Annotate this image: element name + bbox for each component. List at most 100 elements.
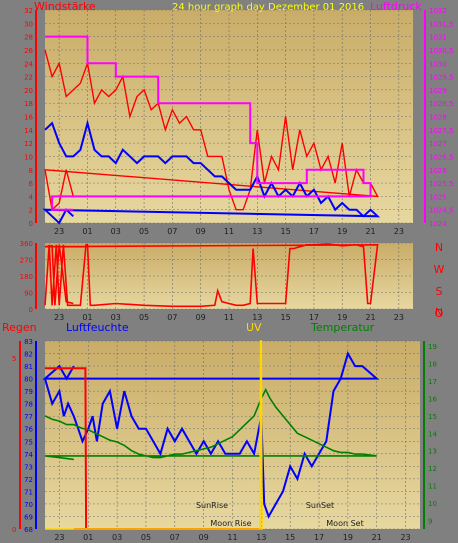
y-tick-label-humidity: 81: [24, 363, 33, 371]
y-tick-label-direction: 270: [20, 257, 33, 265]
y-tick-label-humidity: 79: [24, 388, 33, 396]
x-tick-label: 15: [281, 313, 291, 322]
rain-label: Regen: [2, 321, 37, 334]
sun-moon-annotation: Moon Rise: [210, 519, 251, 528]
y-tick-label-wind: 14: [24, 127, 33, 135]
series-wind-direction-line: [44, 243, 379, 308]
y-tick-label-humidity: 77: [24, 413, 33, 421]
compass-letter: S: [436, 285, 443, 298]
y-tick-label-temperature: 9: [428, 517, 432, 525]
series-pressure-line: [45, 35, 372, 211]
series-humidity-line: [42, 350, 380, 519]
y-tick-label-wind: 26: [24, 47, 33, 55]
y-tick-label-temperature: 10: [428, 500, 437, 508]
y-tick-label-wind: 20: [24, 87, 33, 95]
x-tick-label: 01: [82, 313, 92, 322]
y-tick-label-pressure: 1030,5: [429, 47, 454, 55]
y-tick-label-humidity: 71: [24, 488, 33, 496]
series-temperature-line: [44, 387, 377, 461]
x-tick-label: 13: [256, 533, 266, 542]
y-tick-label-wind: 30: [24, 20, 33, 28]
x-tick-label: 03: [111, 227, 121, 236]
y-tick-label-pressure: 1024,5: [429, 207, 454, 215]
y-tick-label-pressure: 1027,5: [429, 127, 454, 135]
x-tick-label: 21: [365, 227, 375, 236]
compass-letter: N: [435, 241, 443, 254]
x-tick-label: 01: [82, 227, 92, 236]
uv-label: UV: [246, 321, 262, 334]
y-tick-label-temperature: 17: [428, 378, 437, 386]
x-tick-label: 19: [337, 227, 347, 236]
x-tick-label: 01: [83, 533, 93, 542]
x-tick-label: 07: [170, 533, 180, 542]
y-tick-label-wind: 24: [24, 60, 33, 68]
y-tick-label-temperature: 12: [428, 465, 437, 473]
y-tick-label-wind: 0: [29, 220, 33, 228]
x-tick-label: 05: [139, 313, 149, 322]
x-tick-label: 17: [314, 533, 324, 542]
x-tick-label: 21: [365, 313, 375, 322]
y-tick-label-rain: 5: [12, 355, 16, 363]
header-pressure-label: Luftdruck: [370, 0, 422, 13]
x-tick-label: 19: [343, 533, 353, 542]
y-tick-label-temperature: 13: [428, 448, 437, 456]
series-uv-line: [45, 340, 263, 530]
y-tick-label-humidity: 82: [24, 351, 33, 359]
x-tick-label: 23: [394, 313, 404, 322]
sun-moon-annotation: SunSet: [306, 501, 334, 510]
header-title: 24 hour graph day Dezember 01 2016: [172, 2, 364, 13]
y-tick-label-pressure: 1029: [429, 87, 447, 95]
y-tick-label-pressure: 1028,5: [429, 100, 454, 108]
x-tick-label: 13: [252, 227, 262, 236]
x-tick-label: 15: [281, 227, 291, 236]
x-tick-label: 13: [252, 313, 262, 322]
x-tick-label: 19: [337, 313, 347, 322]
y-tick-label-wind: 4: [29, 193, 34, 201]
x-tick-label: 23: [400, 533, 410, 542]
x-tick-label: 03: [111, 313, 121, 322]
y-tick-label-humidity: 73: [24, 463, 33, 471]
y-tick-label-wind: 22: [24, 74, 33, 82]
series-gust-line: [44, 49, 379, 212]
header-wind-label: Windstärke: [34, 0, 96, 13]
x-tick-label: 09: [196, 313, 206, 322]
x-tick-label: 17: [309, 313, 319, 322]
y-tick-label-direction: 90: [24, 290, 33, 298]
sun-moon-annotation: SunRise: [196, 501, 228, 510]
y-tick-label-rain: 0: [12, 526, 16, 534]
x-tick-label: 03: [112, 533, 122, 542]
x-tick-label: 17: [309, 227, 319, 236]
y-tick-label-wind: 32: [24, 7, 33, 15]
y-tick-label-wind: 28: [24, 34, 33, 42]
y-tick-label-pressure: 1025: [429, 193, 447, 201]
x-tick-label: 11: [227, 533, 237, 542]
y-tick-label-humidity: 75: [24, 438, 33, 446]
x-tick-label: 09: [196, 227, 206, 236]
y-tick-label-wind: 12: [24, 140, 33, 148]
x-tick-label: 23: [54, 313, 64, 322]
y-tick-label-pressure: 1026: [429, 167, 447, 175]
x-tick-label: 23: [394, 227, 404, 236]
y-tick-label-temperature: 19: [428, 343, 437, 351]
x-tick-label: 23: [54, 227, 64, 236]
y-tick-label-pressure: 1025,5: [429, 180, 454, 188]
y-tick-label-pressure: 1031,5: [429, 20, 454, 28]
y-tick-label-humidity: 68: [24, 526, 33, 534]
x-tick-label: 21: [372, 533, 382, 542]
y-tick-label-direction: 0: [29, 306, 33, 314]
y-tick-label-wind: 6: [29, 180, 34, 188]
x-tick-label: 23: [54, 533, 64, 542]
y-tick-label-temperature: 11: [428, 482, 437, 490]
x-tick-label: 05: [141, 533, 151, 542]
y-tick-label-humidity: 72: [24, 476, 33, 484]
y-tick-label-humidity: 74: [24, 451, 33, 459]
x-tick-label: 09: [199, 533, 209, 542]
x-tick-label: 07: [167, 227, 177, 236]
y-tick-label-wind: 8: [29, 167, 33, 175]
y-tick-label-wind: 10: [24, 153, 33, 161]
y-tick-label-wind: 18: [24, 100, 33, 108]
y-tick-label-humidity: 69: [24, 513, 33, 521]
x-tick-label: 15: [285, 533, 295, 542]
y-tick-label-pressure: 1030: [429, 60, 447, 68]
